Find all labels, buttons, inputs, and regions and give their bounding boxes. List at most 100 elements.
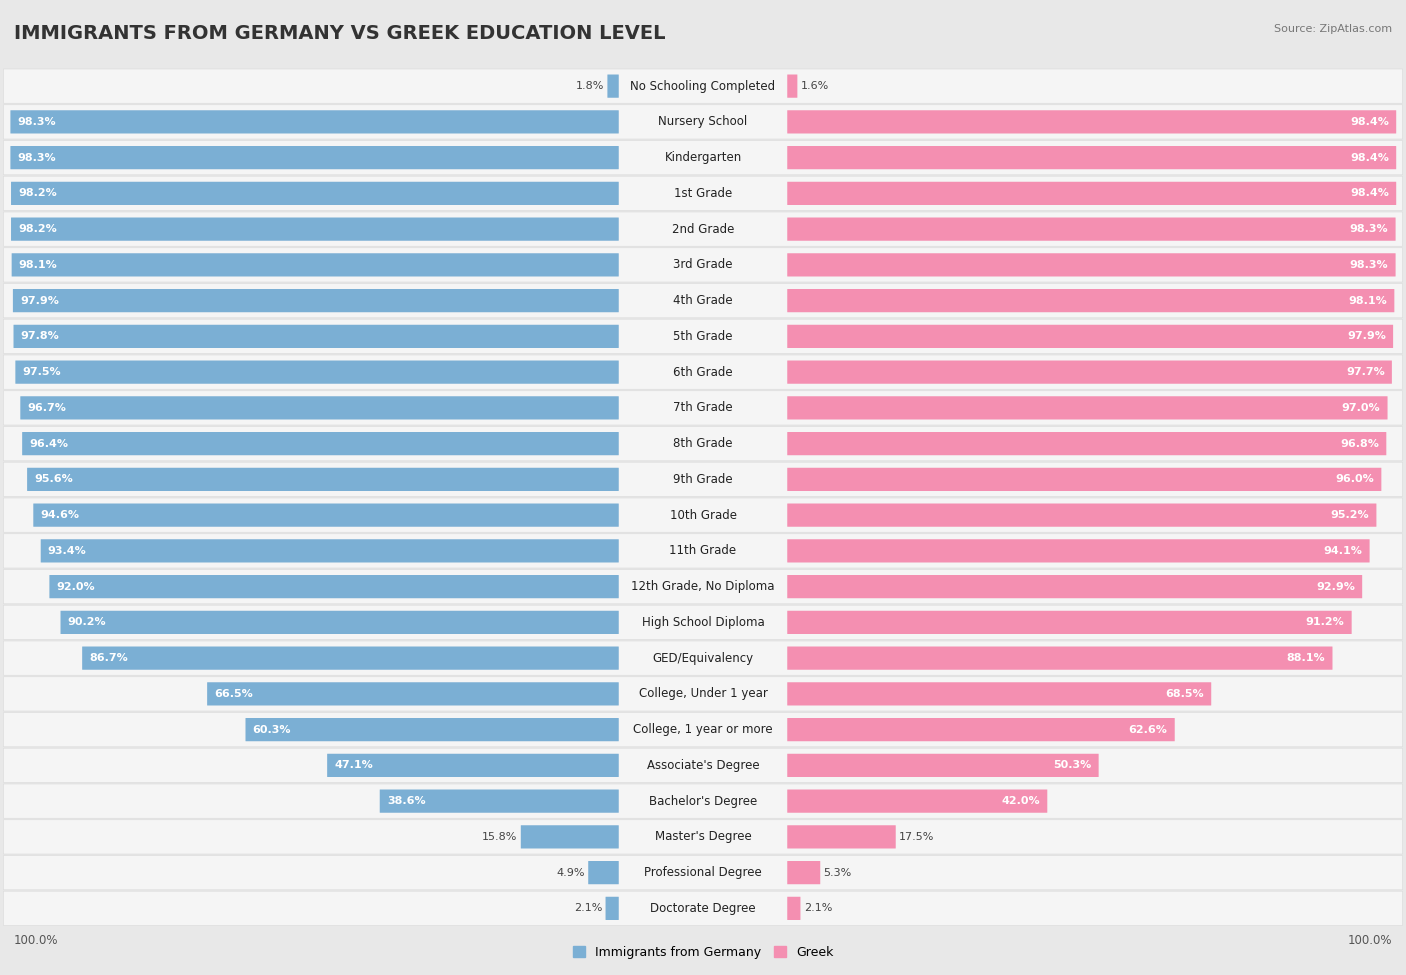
Text: 11th Grade: 11th Grade xyxy=(669,544,737,558)
FancyBboxPatch shape xyxy=(787,110,1396,134)
Text: 92.0%: 92.0% xyxy=(56,582,96,592)
Text: 60.3%: 60.3% xyxy=(253,724,291,734)
Text: 1.8%: 1.8% xyxy=(575,81,605,91)
Text: Doctorate Degree: Doctorate Degree xyxy=(650,902,756,915)
FancyBboxPatch shape xyxy=(787,575,1362,599)
Text: Nursery School: Nursery School xyxy=(658,115,748,129)
FancyBboxPatch shape xyxy=(787,861,820,884)
FancyBboxPatch shape xyxy=(10,146,619,170)
Text: 38.6%: 38.6% xyxy=(387,797,426,806)
FancyBboxPatch shape xyxy=(11,254,619,277)
Text: Associate's Degree: Associate's Degree xyxy=(647,759,759,772)
Text: 88.1%: 88.1% xyxy=(1286,653,1326,663)
FancyBboxPatch shape xyxy=(787,503,1376,526)
FancyBboxPatch shape xyxy=(207,682,619,706)
Text: College, Under 1 year: College, Under 1 year xyxy=(638,687,768,700)
Text: 97.0%: 97.0% xyxy=(1341,403,1381,412)
FancyBboxPatch shape xyxy=(3,891,1403,925)
FancyBboxPatch shape xyxy=(3,391,1403,425)
FancyBboxPatch shape xyxy=(3,69,1403,103)
Text: 8th Grade: 8th Grade xyxy=(673,437,733,450)
FancyBboxPatch shape xyxy=(3,713,1403,747)
FancyBboxPatch shape xyxy=(13,289,619,312)
FancyBboxPatch shape xyxy=(3,605,1403,640)
FancyBboxPatch shape xyxy=(3,284,1403,318)
Text: 42.0%: 42.0% xyxy=(1001,797,1040,806)
FancyBboxPatch shape xyxy=(787,754,1098,777)
Text: 98.1%: 98.1% xyxy=(18,260,58,270)
FancyBboxPatch shape xyxy=(246,718,619,741)
Text: 92.9%: 92.9% xyxy=(1316,582,1355,592)
Text: 2.1%: 2.1% xyxy=(574,904,602,914)
FancyBboxPatch shape xyxy=(787,790,1047,813)
Text: 96.4%: 96.4% xyxy=(30,439,69,448)
FancyBboxPatch shape xyxy=(787,646,1333,670)
Text: 91.2%: 91.2% xyxy=(1306,617,1344,627)
Text: Kindergarten: Kindergarten xyxy=(665,151,741,164)
FancyBboxPatch shape xyxy=(787,361,1392,384)
Text: Source: ZipAtlas.com: Source: ZipAtlas.com xyxy=(1274,24,1392,34)
FancyBboxPatch shape xyxy=(787,289,1395,312)
FancyBboxPatch shape xyxy=(27,468,619,491)
Text: 97.9%: 97.9% xyxy=(20,295,59,305)
Text: 12th Grade, No Diploma: 12th Grade, No Diploma xyxy=(631,580,775,593)
FancyBboxPatch shape xyxy=(20,396,619,419)
Text: 96.0%: 96.0% xyxy=(1336,475,1374,485)
FancyBboxPatch shape xyxy=(11,217,619,241)
FancyBboxPatch shape xyxy=(588,861,619,884)
Text: 93.4%: 93.4% xyxy=(48,546,87,556)
Text: 98.3%: 98.3% xyxy=(17,117,56,127)
FancyBboxPatch shape xyxy=(15,361,619,384)
FancyBboxPatch shape xyxy=(3,426,1403,461)
Text: 98.2%: 98.2% xyxy=(18,224,56,234)
FancyBboxPatch shape xyxy=(328,754,619,777)
Text: 94.1%: 94.1% xyxy=(1323,546,1362,556)
Text: 94.6%: 94.6% xyxy=(41,510,79,520)
Text: 62.6%: 62.6% xyxy=(1129,724,1167,734)
FancyBboxPatch shape xyxy=(787,610,1351,634)
FancyBboxPatch shape xyxy=(22,432,619,455)
FancyBboxPatch shape xyxy=(3,212,1403,247)
FancyBboxPatch shape xyxy=(607,74,619,98)
FancyBboxPatch shape xyxy=(3,176,1403,211)
Text: 10th Grade: 10th Grade xyxy=(669,509,737,522)
Text: 5.3%: 5.3% xyxy=(824,868,852,878)
FancyBboxPatch shape xyxy=(787,432,1386,455)
Text: 50.3%: 50.3% xyxy=(1053,760,1091,770)
FancyBboxPatch shape xyxy=(3,355,1403,389)
Text: 66.5%: 66.5% xyxy=(214,689,253,699)
Text: 97.8%: 97.8% xyxy=(21,332,59,341)
Text: GED/Equivalency: GED/Equivalency xyxy=(652,651,754,665)
FancyBboxPatch shape xyxy=(3,462,1403,496)
Text: 97.7%: 97.7% xyxy=(1346,368,1385,377)
Text: 86.7%: 86.7% xyxy=(90,653,128,663)
FancyBboxPatch shape xyxy=(3,641,1403,676)
Text: IMMIGRANTS FROM GERMANY VS GREEK EDUCATION LEVEL: IMMIGRANTS FROM GERMANY VS GREEK EDUCATI… xyxy=(14,24,665,43)
Text: Master's Degree: Master's Degree xyxy=(655,831,751,843)
Text: 98.1%: 98.1% xyxy=(1348,295,1388,305)
FancyBboxPatch shape xyxy=(787,146,1396,170)
Text: 17.5%: 17.5% xyxy=(900,832,935,841)
Text: 68.5%: 68.5% xyxy=(1166,689,1204,699)
FancyBboxPatch shape xyxy=(787,181,1396,205)
Text: High School Diploma: High School Diploma xyxy=(641,616,765,629)
FancyBboxPatch shape xyxy=(787,897,800,920)
Text: 1.6%: 1.6% xyxy=(801,81,830,91)
FancyBboxPatch shape xyxy=(787,718,1175,741)
Text: 6th Grade: 6th Grade xyxy=(673,366,733,378)
Text: 1st Grade: 1st Grade xyxy=(673,187,733,200)
Text: 15.8%: 15.8% xyxy=(482,832,517,841)
FancyBboxPatch shape xyxy=(3,248,1403,282)
FancyBboxPatch shape xyxy=(787,682,1211,706)
FancyBboxPatch shape xyxy=(787,217,1396,241)
FancyBboxPatch shape xyxy=(3,569,1403,604)
FancyBboxPatch shape xyxy=(3,498,1403,532)
Text: 100.0%: 100.0% xyxy=(14,934,59,948)
Text: 5th Grade: 5th Grade xyxy=(673,330,733,343)
FancyBboxPatch shape xyxy=(10,110,619,134)
Text: College, 1 year or more: College, 1 year or more xyxy=(633,723,773,736)
Text: 100.0%: 100.0% xyxy=(1347,934,1392,948)
Text: 95.2%: 95.2% xyxy=(1330,510,1369,520)
Text: 4th Grade: 4th Grade xyxy=(673,294,733,307)
Text: 4.9%: 4.9% xyxy=(557,868,585,878)
